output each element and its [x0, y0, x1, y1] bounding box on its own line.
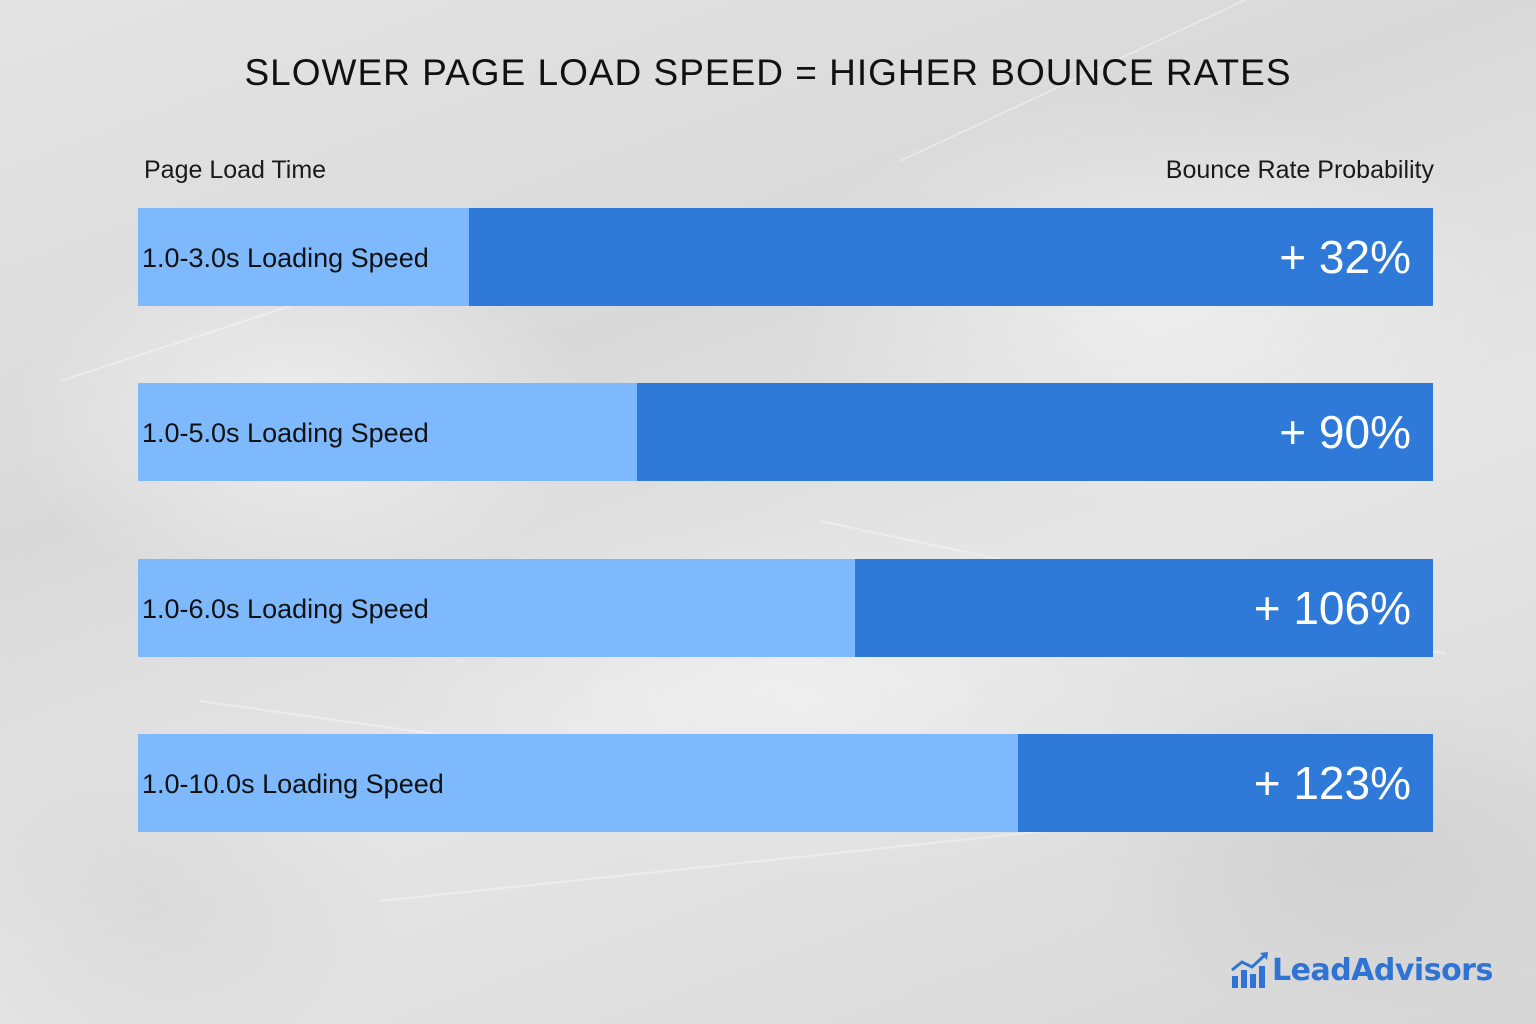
category-label-2: 1.0-5.0s Loading Speed	[142, 418, 429, 448]
category-label-3: 1.0-6.0s Loading Speed	[142, 594, 429, 624]
bar-value-4	[1018, 734, 1433, 832]
leadadvisors-logo: LeadAdvisors	[1230, 946, 1493, 994]
bar-value-1	[469, 208, 1433, 306]
bar-growth-icon	[1231, 952, 1268, 988]
value-label-2: + 90%	[1279, 406, 1411, 458]
category-label-1: 1.0-3.0s Loading Speed	[142, 243, 429, 273]
page-load-time-header: Page Load Time	[144, 156, 327, 184]
value-label-4: + 123%	[1254, 757, 1411, 809]
value-label-1: + 32%	[1279, 231, 1411, 283]
bounce-rate-header: Bounce Rate Probability	[1165, 156, 1434, 184]
category-label-4: 1.0-10.0s Loading Speed	[142, 769, 444, 799]
chart-title: SLOWER PAGE LOAD SPEED = HIGHER BOUNCE R…	[244, 52, 1292, 93]
value-label-3: + 106%	[1254, 582, 1411, 634]
logo-text: LeadAdvisors	[1272, 952, 1493, 988]
bar-value-3	[855, 559, 1433, 657]
bar-value-2	[637, 383, 1433, 481]
